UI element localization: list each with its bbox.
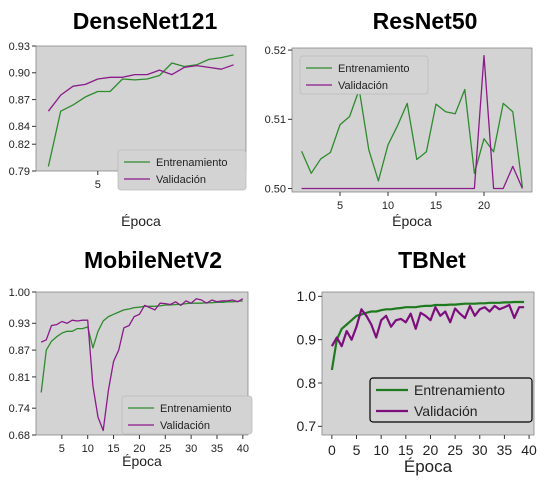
chart-1: 0.50 0.51 0.52 5 10 15 20 Época Entrenamiento Val… xyxy=(265,45,533,229)
series-line-validacion xyxy=(301,54,523,190)
x-tick-label: 20 xyxy=(478,200,490,212)
x-tick-label: 15 xyxy=(430,200,442,212)
x-tick-label: 25 xyxy=(447,442,463,458)
series-line-entrenamiento xyxy=(40,300,243,393)
y-tick-label: 0.8 xyxy=(297,375,317,391)
y-tick-label: 0.79 xyxy=(9,166,30,178)
series-line-validacion xyxy=(40,298,244,432)
y-tick-label: 1.00 xyxy=(9,287,30,299)
legend-label: Entrenamiento xyxy=(156,157,228,169)
x-tick-label: 20 xyxy=(133,443,145,455)
legend-box xyxy=(121,395,253,435)
x-tick-label: 35 xyxy=(497,442,513,458)
x-tick-label: 15 xyxy=(398,442,414,458)
x-tick-label: 35 xyxy=(211,443,223,455)
series-line-entrenamiento xyxy=(301,88,524,188)
series-line-validacion xyxy=(47,64,234,112)
chart-3: 0.7 0.8 0.9 1.0 0 5 10 15 20 25 30 35 40 Época Entrena… xyxy=(297,288,538,476)
legend-label: Entrenamiento xyxy=(414,382,505,398)
x-tick-label: 5 xyxy=(59,443,65,455)
x-tick-label: 40 xyxy=(237,443,249,455)
y-tick-label: 0.82 xyxy=(9,139,30,151)
x-tick-label: 25 xyxy=(159,443,171,455)
chart-title-densenet121: DenseNet121 xyxy=(72,8,218,34)
x-tick-label: 5 xyxy=(95,179,101,191)
y-tick-label: 0.90 xyxy=(9,68,30,80)
x-axis-label: Época xyxy=(404,457,453,476)
chart-title-tbnet: TBNet xyxy=(398,247,466,273)
legend: Entrenamiento Validación xyxy=(369,377,533,423)
chart-0: 0.790.820.840.870.900.9351015ÉpocaEntren… xyxy=(9,41,247,229)
x-tick-label: 10 xyxy=(82,443,94,455)
x-tick-label: 5 xyxy=(353,442,361,458)
y-tick-label: 0.93 xyxy=(9,318,30,330)
y-tick-label: 0.51 xyxy=(265,114,286,126)
series-line-entrenamiento xyxy=(47,54,234,167)
y-tick-label: 1.0 xyxy=(297,288,317,304)
x-axis-label: Época xyxy=(121,213,161,229)
y-tick-label: 0.87 xyxy=(9,94,30,106)
legend-label: Validación xyxy=(160,420,210,432)
x-tick-label: 0 xyxy=(328,442,336,458)
series-line-validacion xyxy=(330,303,525,348)
legend-label: Validación xyxy=(414,403,478,419)
x-axis-label: Época xyxy=(122,453,162,469)
y-tick-label: 0.7 xyxy=(297,418,317,434)
x-tick-label: 20 xyxy=(423,442,439,458)
y-tick-label: 0.74 xyxy=(9,403,30,415)
x-tick-label: 40 xyxy=(521,442,537,458)
x-tick-label: 10 xyxy=(382,200,394,212)
legend-box xyxy=(369,377,533,423)
y-tick-label: 0.84 xyxy=(9,121,30,133)
x-tick-label: 30 xyxy=(185,443,197,455)
y-tick-label: 0.9 xyxy=(297,332,317,348)
legend-label: Entrenamiento xyxy=(160,403,232,415)
y-tick-label: 0.50 xyxy=(265,183,286,195)
chart-title-resnet50: ResNet50 xyxy=(372,8,478,34)
y-tick-label: 0.52 xyxy=(265,45,286,57)
legend-label: Entrenamiento xyxy=(338,63,410,75)
legend-label: Validación xyxy=(338,80,388,92)
chart-title-mobilenetv2: MobileNetV2 xyxy=(83,247,223,273)
x-tick-label: 15 xyxy=(107,443,119,455)
y-tick-label: 0.93 xyxy=(9,41,30,53)
x-tick-label: 30 xyxy=(472,442,488,458)
y-tick-label: 0.87 xyxy=(9,345,30,357)
legend-box xyxy=(117,149,247,191)
y-tick-label: 0.81 xyxy=(9,372,30,384)
y-tick-label: 0.68 xyxy=(9,430,30,442)
chart-2: 0.68 0.74 0.81 0.87 0.93 1.00 5 10 15 20 25 30 35 40 É… xyxy=(9,287,253,469)
x-axis-label: Época xyxy=(392,213,432,229)
x-tick-label: 10 xyxy=(373,442,389,458)
legend-label: Validación xyxy=(156,174,206,186)
legend: Entrenamiento Validación xyxy=(299,55,429,95)
x-tick-label: 5 xyxy=(337,200,343,212)
legend: Entrenamiento Validación xyxy=(121,395,253,435)
legend: Entrenamiento Validación xyxy=(117,149,247,191)
